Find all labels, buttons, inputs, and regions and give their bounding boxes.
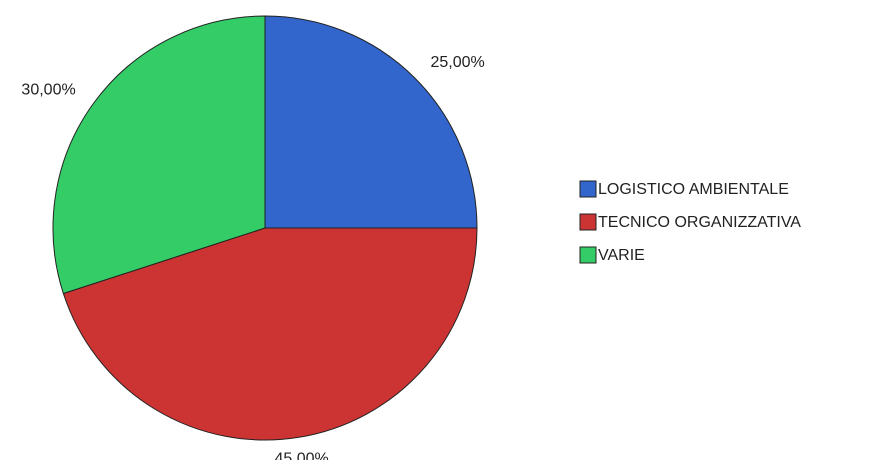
slice-label: 30,00% [21,82,75,99]
legend-swatch [579,213,597,231]
legend-label: TECNICO ORGANIZZATIVA [598,214,801,231]
pie-slice [52,15,266,295]
legend-label: LOGISTICO AMBIENTALE [598,181,789,198]
slice-label: 45,00% [274,450,328,460]
pie-slice [62,227,478,441]
legend-swatch [579,246,597,264]
pie-slice [264,15,478,229]
legend-label: VARIE [598,247,645,264]
legend-swatch [579,180,597,198]
slice-label: 25,00% [430,54,484,71]
